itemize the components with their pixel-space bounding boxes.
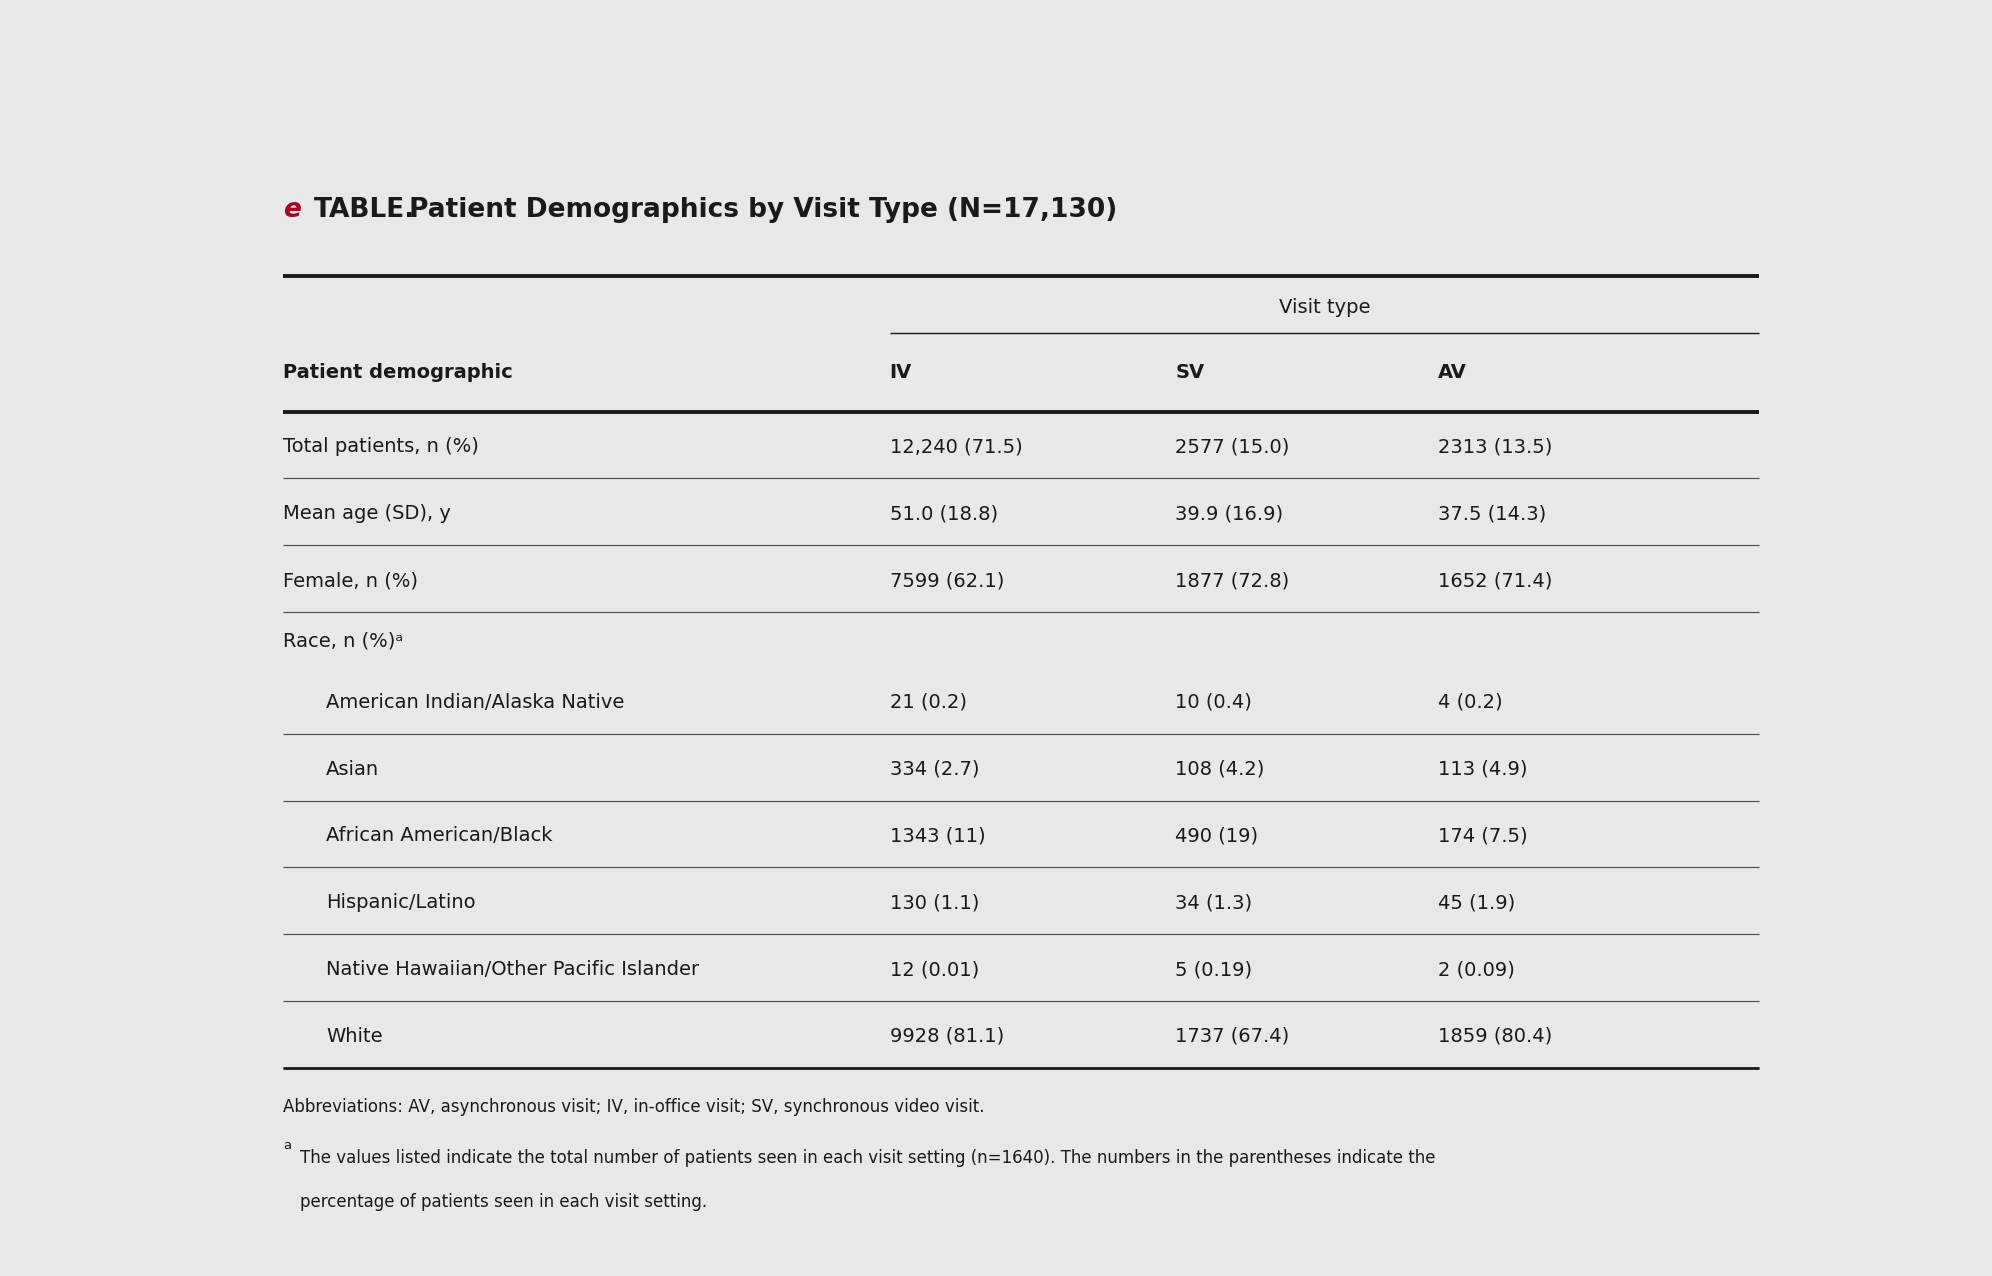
Text: 1737 (67.4): 1737 (67.4)	[1175, 1027, 1289, 1046]
Text: 5 (0.19): 5 (0.19)	[1175, 960, 1253, 979]
Text: e: e	[283, 198, 301, 223]
Text: 37.5 (14.3): 37.5 (14.3)	[1438, 504, 1546, 523]
Text: Hispanic/Latino: Hispanic/Latino	[327, 893, 476, 912]
Text: percentage of patients seen in each visit setting.: percentage of patients seen in each visi…	[301, 1193, 707, 1211]
Text: 9928 (81.1): 9928 (81.1)	[890, 1027, 1004, 1046]
Text: Patient Demographics by Visit Type (N=17,130): Patient Demographics by Visit Type (N=17…	[400, 198, 1118, 223]
Text: 12,240 (71.5): 12,240 (71.5)	[890, 438, 1022, 457]
Text: 1877 (72.8): 1877 (72.8)	[1175, 572, 1289, 590]
Text: 2 (0.09): 2 (0.09)	[1438, 960, 1514, 979]
Text: 51.0 (18.8): 51.0 (18.8)	[890, 504, 998, 523]
Text: 1652 (71.4): 1652 (71.4)	[1438, 572, 1552, 590]
Text: 113 (4.9): 113 (4.9)	[1438, 759, 1528, 778]
Text: 34 (1.3): 34 (1.3)	[1175, 893, 1253, 912]
Text: The values listed indicate the total number of patients seen in each visit setti: The values listed indicate the total num…	[301, 1150, 1436, 1168]
Text: Patient demographic: Patient demographic	[283, 362, 512, 382]
Text: SV: SV	[1175, 362, 1205, 382]
Text: 2577 (15.0): 2577 (15.0)	[1175, 438, 1289, 457]
Text: Female, n (%): Female, n (%)	[283, 572, 418, 590]
Text: African American/Black: African American/Black	[327, 827, 552, 846]
Text: 108 (4.2): 108 (4.2)	[1175, 759, 1265, 778]
Text: AV: AV	[1438, 362, 1466, 382]
Text: 130 (1.1): 130 (1.1)	[890, 893, 978, 912]
Text: TABLE.: TABLE.	[315, 198, 414, 223]
Text: a: a	[283, 1139, 291, 1152]
Text: 7599 (62.1): 7599 (62.1)	[890, 572, 1004, 590]
Text: White: White	[327, 1027, 382, 1046]
Text: 1859 (80.4): 1859 (80.4)	[1438, 1027, 1552, 1046]
Text: Mean age (SD), y: Mean age (SD), y	[283, 504, 450, 523]
Text: 174 (7.5): 174 (7.5)	[1438, 827, 1528, 846]
Text: Asian: Asian	[327, 759, 378, 778]
Text: Total patients, n (%): Total patients, n (%)	[283, 438, 478, 457]
Text: Abbreviations: AV, asynchronous visit; IV, in-office visit; SV, synchronous vide: Abbreviations: AV, asynchronous visit; I…	[283, 1099, 984, 1116]
Text: American Indian/Alaska Native: American Indian/Alaska Native	[327, 693, 625, 712]
Text: Native Hawaiian/Other Pacific Islander: Native Hawaiian/Other Pacific Islander	[327, 960, 699, 979]
Text: 45 (1.9): 45 (1.9)	[1438, 893, 1516, 912]
Text: 2313 (13.5): 2313 (13.5)	[1438, 438, 1552, 457]
Text: 4 (0.2): 4 (0.2)	[1438, 693, 1502, 712]
Text: 21 (0.2): 21 (0.2)	[890, 693, 966, 712]
Text: 39.9 (16.9): 39.9 (16.9)	[1175, 504, 1283, 523]
Text: 12 (0.01): 12 (0.01)	[890, 960, 978, 979]
Text: IV: IV	[890, 362, 912, 382]
Text: 334 (2.7): 334 (2.7)	[890, 759, 980, 778]
Text: Race, n (%)ᵃ: Race, n (%)ᵃ	[283, 632, 402, 651]
Text: 490 (19): 490 (19)	[1175, 827, 1259, 846]
Text: 10 (0.4): 10 (0.4)	[1175, 693, 1253, 712]
Text: 1343 (11): 1343 (11)	[890, 827, 986, 846]
Text: Visit type: Visit type	[1279, 297, 1370, 316]
